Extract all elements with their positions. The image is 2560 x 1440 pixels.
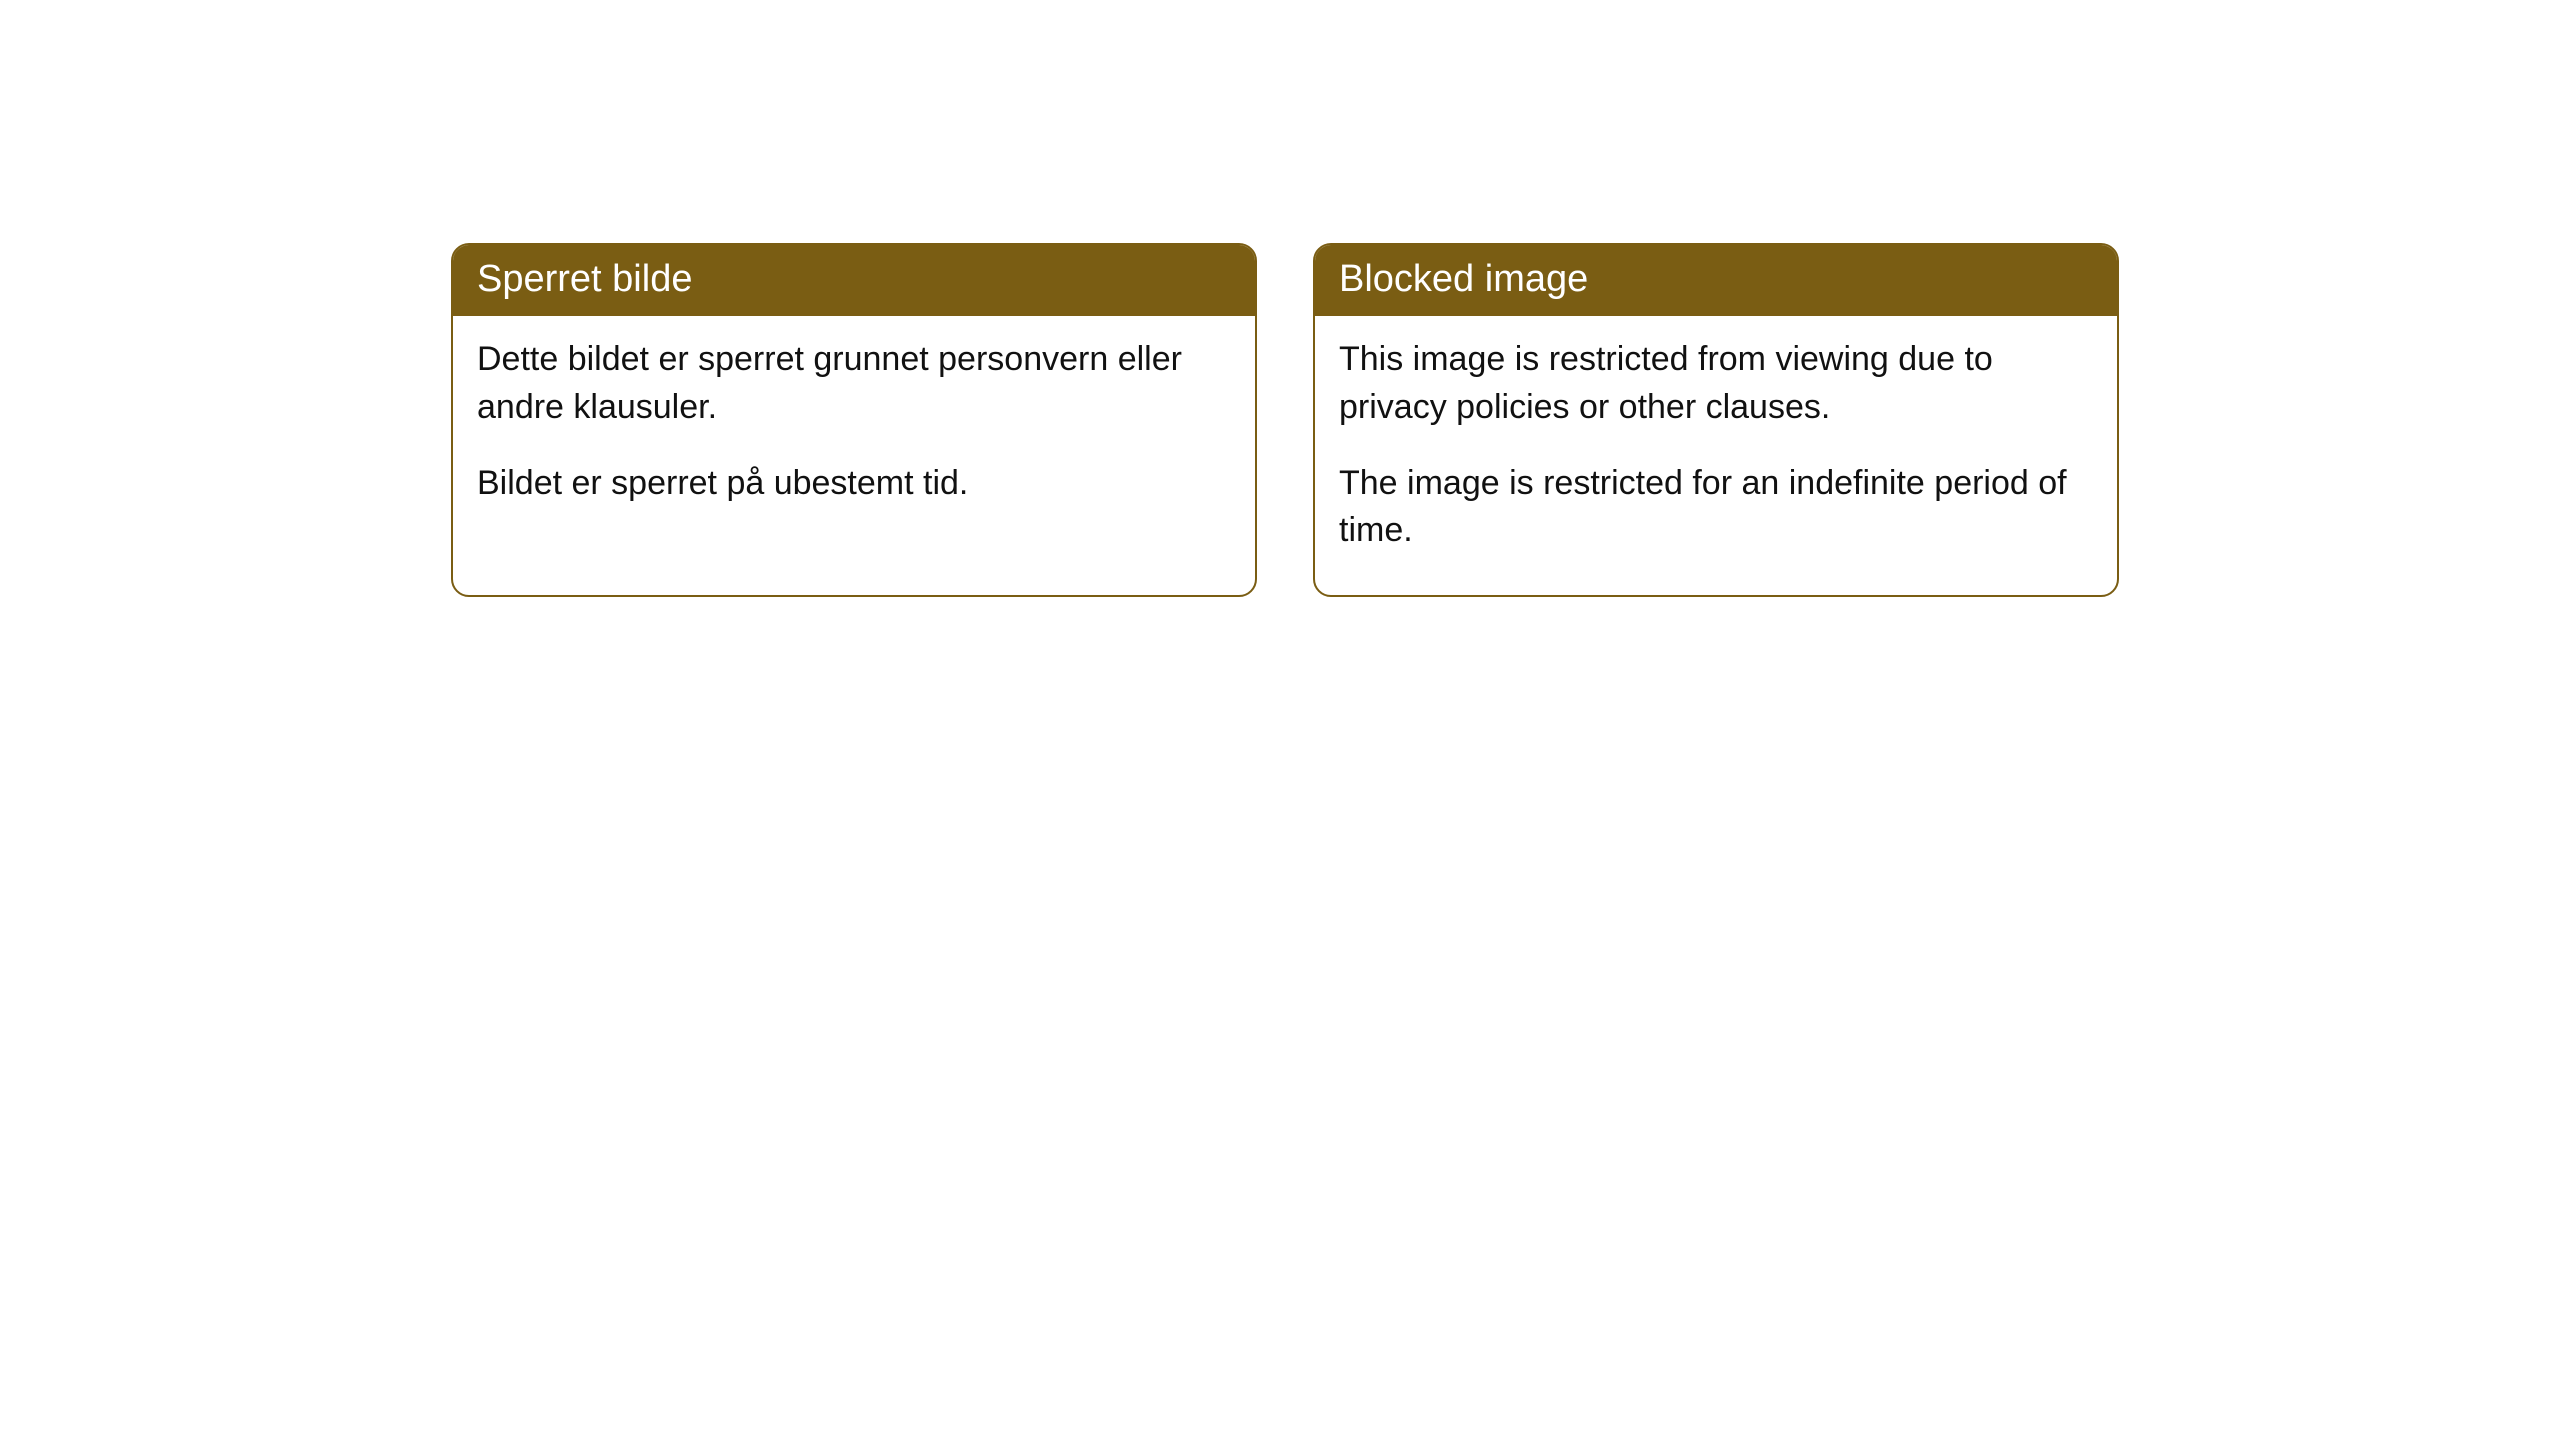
card-paragraph: This image is restricted from viewing du… [1339,336,2093,431]
card-norwegian: Sperret bilde Dette bildet er sperret gr… [451,243,1257,597]
card-paragraph: The image is restricted for an indefinit… [1339,460,2093,555]
card-paragraph: Dette bildet er sperret grunnet personve… [477,336,1231,431]
card-body-english: This image is restricted from viewing du… [1315,316,2117,594]
card-header-norwegian: Sperret bilde [453,245,1255,316]
cards-container: Sperret bilde Dette bildet er sperret gr… [451,243,2119,597]
card-body-norwegian: Dette bildet er sperret grunnet personve… [453,316,1255,547]
card-header-english: Blocked image [1315,245,2117,316]
card-english: Blocked image This image is restricted f… [1313,243,2119,597]
card-paragraph: Bildet er sperret på ubestemt tid. [477,460,1231,508]
